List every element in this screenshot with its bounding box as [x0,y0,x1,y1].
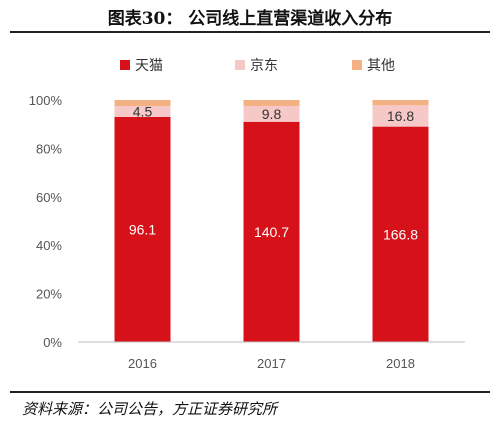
y-tick-label: 100% [29,93,63,108]
x-tick-label-2018: 2018 [386,356,415,371]
legend-swatch [235,60,245,70]
legend-item-2: 京东 [235,58,278,74]
data-label-2016-2: 4.5 [133,103,153,119]
legend-item-1: 天猫 [120,58,163,74]
y-tick-label: 40% [36,238,62,253]
bars: 96.1 4.5 140.7 9.8 166.8 16.8 [114,100,429,343]
x-axis: 2016 2017 2018 [78,341,465,371]
y-tick-label: 80% [36,141,62,156]
data-label-2016-1: 96.1 [129,221,156,237]
legend-label: 天猫 [135,58,163,74]
bar-2017-1 [243,121,300,342]
bar-2018-2 [372,105,429,127]
bar-2018-1 [372,126,429,343]
legend-swatch [352,60,362,70]
legend: 天猫 京东 其他 [120,58,395,74]
y-tick-label: 60% [36,190,62,205]
chart-title: 图表30： 公司线上直营渠道收入分布 [107,9,393,29]
y-tick-label: 20% [36,287,62,302]
y-axis: 0% 20% 40% 60% 80% 100% [29,93,63,350]
source-note: 资料来源：公司公告，方正证券研究所 [22,400,278,418]
y-tick-label: 0% [43,335,62,350]
bar-2016-1 [114,116,171,342]
bar-2017-2 [243,106,300,122]
legend-label: 京东 [250,58,278,74]
data-label-2017-1: 140.7 [254,224,289,240]
bar-2016-2 [114,106,171,117]
x-tick-label-2017: 2017 [257,356,286,371]
data-label-2018-2: 16.8 [387,108,414,124]
legend-swatch [120,60,130,70]
bar-2016-3 [114,100,171,107]
bottom-rule [10,391,490,393]
data-label-2017-2: 9.8 [262,106,282,122]
x-tick-label-2016: 2016 [128,356,157,371]
legend-label: 其他 [367,58,395,74]
legend-item-3: 其他 [352,58,395,74]
bar-2017-3 [243,100,300,107]
data-label-2018-1: 166.8 [383,226,418,242]
top-rule [10,31,490,33]
bar-2018-3 [372,100,429,106]
